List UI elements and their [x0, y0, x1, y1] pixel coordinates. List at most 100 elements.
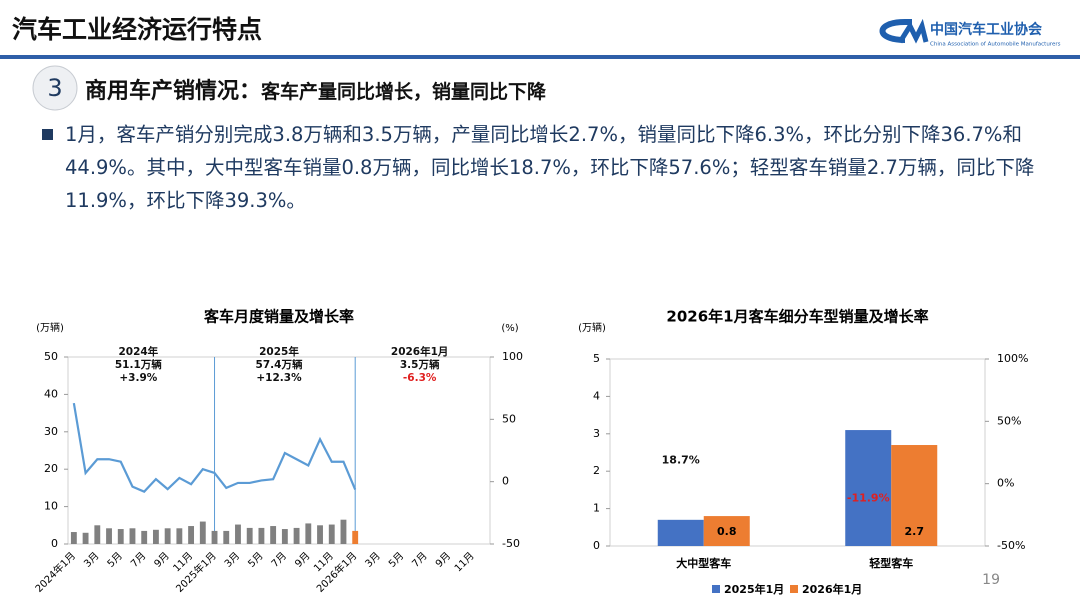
annotation: 3.5万辆: [400, 358, 440, 371]
page-number: 19: [982, 572, 1000, 588]
bar: [176, 528, 183, 544]
annotation: +12.3%: [256, 372, 302, 384]
section-subtitle: 客车产量同比增长，销量同比下降: [261, 81, 547, 103]
y-tick-label: 3: [593, 427, 600, 440]
bar: [188, 526, 195, 544]
y2-axis-label: (%): [501, 323, 518, 334]
x-tick-label: 7月: [128, 550, 148, 570]
bar: [657, 519, 704, 546]
y-tick-label: 0: [593, 539, 600, 552]
bar: [328, 524, 335, 544]
growth-label: -11.9%: [847, 492, 890, 505]
bar: [141, 530, 148, 544]
section-heading: 商用车产销情况：客车产量同比增长，销量同比下降: [85, 73, 546, 105]
y-tick-label: 40: [44, 387, 58, 400]
y-tick-label: 30: [44, 425, 58, 438]
x-tick-label: 2024年1月: [32, 549, 78, 595]
y2-tick-label: 0%: [997, 477, 1014, 490]
bar: [211, 530, 218, 544]
annotation: 2025年: [259, 345, 299, 358]
bullet-marker: [42, 129, 53, 140]
bar: [117, 529, 124, 544]
plot-frame: [67, 356, 491, 545]
legend-label: 2026年1月: [802, 582, 862, 596]
bar: [152, 529, 159, 544]
y2-tick-label: 50: [502, 412, 516, 425]
section-number: 3: [47, 74, 62, 102]
legend-label: 2025年1月: [724, 582, 784, 596]
chart: 客车月度销量及增长率 (万辆) (%) 0 10 20 30 40 50 -50 0 50 100 202…: [32, 308, 523, 595]
bar: [258, 527, 265, 544]
annotation: -6.3%: [403, 372, 437, 384]
y-tick-label: 1: [593, 502, 600, 515]
bar: [106, 528, 112, 544]
y-tick-label: 10: [44, 500, 58, 513]
legend-swatch: [790, 585, 798, 593]
x-tick-label: 3月: [363, 550, 383, 570]
x-tick-label: 5月: [105, 550, 125, 570]
bar: [317, 525, 323, 544]
bar: [164, 528, 171, 544]
plot-frame: [609, 358, 986, 547]
x-tick-label: 大中型客车: [676, 556, 731, 570]
bar: [293, 527, 300, 544]
bar: [129, 528, 136, 544]
y2-tick-label: 100: [502, 350, 523, 363]
x-tick-label: 5月: [246, 550, 266, 570]
bar: [891, 445, 938, 546]
x-tick-label: 3月: [222, 550, 242, 570]
chart: 2026年1月客车细分车型销量及增长率 (万辆) 0 1 2 3 4 5 -50% 0% 50% 10…: [578, 308, 1028, 597]
bar: [235, 524, 241, 544]
x-tick-label: 9月: [152, 550, 172, 570]
annotation: +3.9%: [119, 372, 157, 384]
y-tick-label: 20: [44, 462, 58, 475]
bar: [305, 523, 312, 544]
bullet-text: 1月，客车产销分别完成3.8万辆和3.5万辆，产量同比增长2.7%，销量同比下降…: [65, 123, 1035, 212]
bar: [246, 527, 253, 544]
x-tick-label: 3月: [81, 550, 101, 570]
y-tick-label: 0: [51, 537, 58, 550]
data-label: 0.8: [717, 525, 737, 538]
logo-text: 中国汽车工业协会: [930, 21, 1043, 38]
y2-tick-label: 0: [502, 475, 509, 488]
annotation: 51.1万辆: [115, 358, 162, 371]
bar: [340, 519, 347, 544]
y-tick-label: 2: [593, 464, 600, 477]
y-tick-label: 4: [593, 389, 600, 402]
bar: [223, 530, 230, 544]
x-tick-label: 7月: [410, 550, 430, 570]
x-tick-label: 9月: [292, 550, 312, 570]
y2-tick-label: 100%: [997, 352, 1028, 365]
data-label: 2.7: [905, 525, 925, 538]
x-tick-label: 9月: [433, 550, 453, 570]
section-title: 商用车产销情况：: [85, 79, 262, 104]
annotation: 57.4万辆: [256, 358, 303, 371]
y2-tick-label: 50%: [997, 414, 1021, 427]
x-tick-label: 11月: [452, 550, 477, 575]
annotation: 2026年1月: [391, 345, 449, 358]
logo-mark: [879, 19, 912, 43]
bar: [82, 532, 89, 544]
x-tick-label: 轻型客车: [869, 556, 913, 570]
growth-label: 18.7%: [662, 453, 700, 466]
y2-tick-label: -50: [502, 537, 520, 550]
bar: [703, 516, 750, 546]
growth-line: [72, 402, 357, 493]
bar: [845, 430, 892, 546]
chart-title: 2026年1月客车细分车型销量及增长率: [666, 308, 928, 326]
bar: [270, 526, 277, 544]
header-rule: [0, 55, 1080, 59]
logo-mark: [897, 18, 929, 44]
bar: [70, 532, 77, 544]
y-axis-label: (万辆): [36, 321, 64, 334]
logo-subtext: China Association of Automobile Manufact…: [930, 42, 1061, 48]
bar: [199, 521, 206, 544]
section-badge: [32, 65, 78, 111]
bar: [94, 525, 101, 544]
page-title: 汽车工业经济运行特点: [12, 15, 263, 44]
y-axis-label: (万辆): [578, 321, 606, 334]
x-tick-label: 7月: [269, 550, 289, 570]
chart-title: 客车月度销量及增长率: [203, 308, 354, 326]
